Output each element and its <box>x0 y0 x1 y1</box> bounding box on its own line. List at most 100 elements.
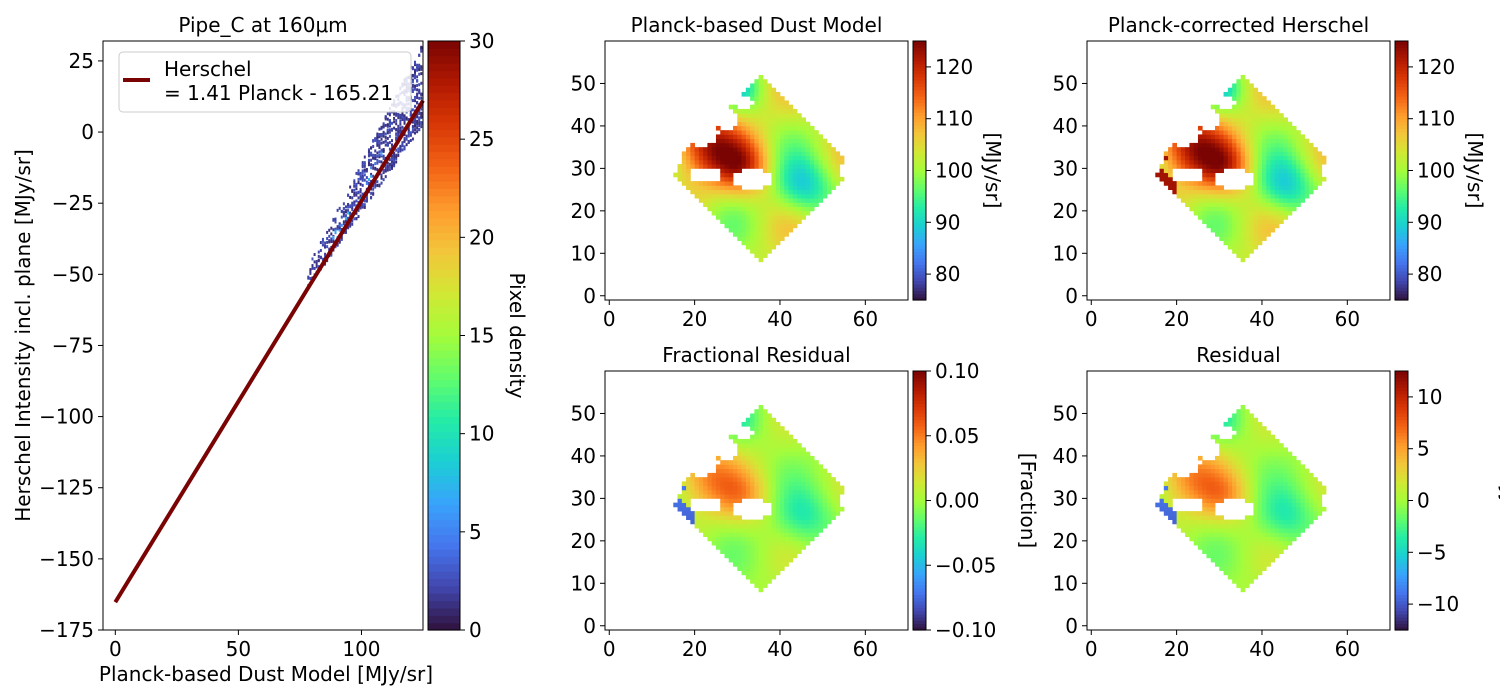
colorbar-segment <box>913 500 926 505</box>
map-pixel <box>754 460 760 465</box>
map-pixel <box>1266 557 1271 563</box>
map-pixel <box>737 455 742 461</box>
map-pixel <box>1197 464 1203 470</box>
map-pixel <box>1249 455 1254 461</box>
map-pixel <box>826 168 832 174</box>
map-pixel <box>1261 536 1267 542</box>
map-pixel <box>1210 511 1216 516</box>
map-pixel <box>788 219 794 224</box>
map-pixel <box>1257 438 1263 444</box>
colorbar-segment <box>913 380 926 385</box>
map-pixel <box>1300 151 1306 157</box>
density-cell <box>313 260 316 264</box>
map-pixel <box>818 151 824 157</box>
map-pixel <box>809 172 815 178</box>
map-pixel <box>724 159 730 165</box>
map-pixel <box>1300 164 1306 169</box>
map-pixel <box>1300 511 1306 516</box>
map-pixel <box>698 159 704 165</box>
map-pixel <box>779 108 785 114</box>
map-pixel <box>801 185 806 191</box>
colorbar-segment <box>1395 167 1408 172</box>
colorbar-segment <box>428 593 460 602</box>
density-cell <box>393 126 396 130</box>
map-pixel <box>1244 417 1250 423</box>
density-cell <box>378 133 381 137</box>
map-pixel <box>788 506 794 512</box>
map-pixel <box>758 447 764 453</box>
map-pixel <box>1287 168 1293 174</box>
map-pixel <box>1240 566 1246 571</box>
map-pixel <box>1236 413 1242 419</box>
map-pixel <box>1215 464 1220 470</box>
colorbar-tick-label: 0 <box>469 618 482 642</box>
density-cell <box>355 191 358 195</box>
map-pixel <box>1206 198 1212 203</box>
density-cell <box>359 194 362 198</box>
map-pixel <box>762 557 768 563</box>
map-pixel <box>1215 223 1220 229</box>
map-pixel <box>1159 502 1165 508</box>
map-pixel <box>1291 489 1297 495</box>
map-pixel <box>728 549 734 554</box>
map-pixel <box>1317 498 1323 504</box>
density-cell <box>411 90 414 94</box>
map-pixel <box>707 515 713 521</box>
colorbar-label: [Fraction] <box>1016 453 1040 548</box>
colorbar-segment <box>913 600 926 605</box>
colorbar-segment <box>428 254 460 263</box>
map-pixel <box>805 172 811 178</box>
map-pixel <box>1308 481 1314 487</box>
map-pixel <box>737 553 742 559</box>
map-pixel <box>775 210 781 216</box>
map-pixel <box>792 202 798 207</box>
map-pixel <box>801 532 806 537</box>
map-pixel <box>758 159 764 165</box>
map-pixel <box>715 519 721 525</box>
map-pixel <box>1261 557 1267 563</box>
density-cell <box>399 113 402 117</box>
density-cell <box>420 107 423 111</box>
map-pixel <box>694 485 700 491</box>
map-pixel <box>733 553 738 559</box>
map-pixel <box>758 464 764 470</box>
map-pixel <box>814 485 819 491</box>
map-pixel <box>1287 142 1293 148</box>
map-pixel <box>715 147 721 152</box>
map-pixel <box>1232 189 1237 195</box>
map-pixel <box>1227 443 1233 448</box>
map-pixel <box>750 447 755 453</box>
map-pixel <box>1210 553 1216 559</box>
map-pixel <box>818 138 824 144</box>
map-pixel <box>715 164 721 169</box>
density-cell <box>416 124 419 128</box>
map-pixel <box>1291 464 1297 470</box>
map-pixel <box>754 413 760 419</box>
map-pixel <box>1236 434 1242 440</box>
map-pixel <box>1274 117 1280 123</box>
map-pixel <box>1159 172 1165 178</box>
density-cell <box>393 164 396 168</box>
map-pixel <box>826 151 832 157</box>
map-pixel <box>1253 142 1259 148</box>
map-pixel <box>822 468 828 474</box>
map-pixel <box>737 523 742 529</box>
map-pixel <box>1197 481 1203 487</box>
map-pixel <box>703 198 708 203</box>
density-cell <box>386 117 389 121</box>
map-pixel <box>1274 168 1280 174</box>
map-pixel <box>1244 210 1250 216</box>
map-pixel <box>1193 142 1199 148</box>
density-cell <box>386 168 389 172</box>
density-cell <box>378 155 381 159</box>
map-pixel <box>1257 498 1263 504</box>
map-pixel <box>784 147 789 152</box>
map-pixel <box>762 489 768 495</box>
density-cell <box>380 153 383 157</box>
colorbar-segment <box>913 102 926 107</box>
map-pixel <box>754 540 760 546</box>
density-cell <box>399 147 402 151</box>
map-pixel <box>762 108 768 114</box>
map-pixel <box>681 168 687 174</box>
map-pixel <box>1270 193 1276 199</box>
